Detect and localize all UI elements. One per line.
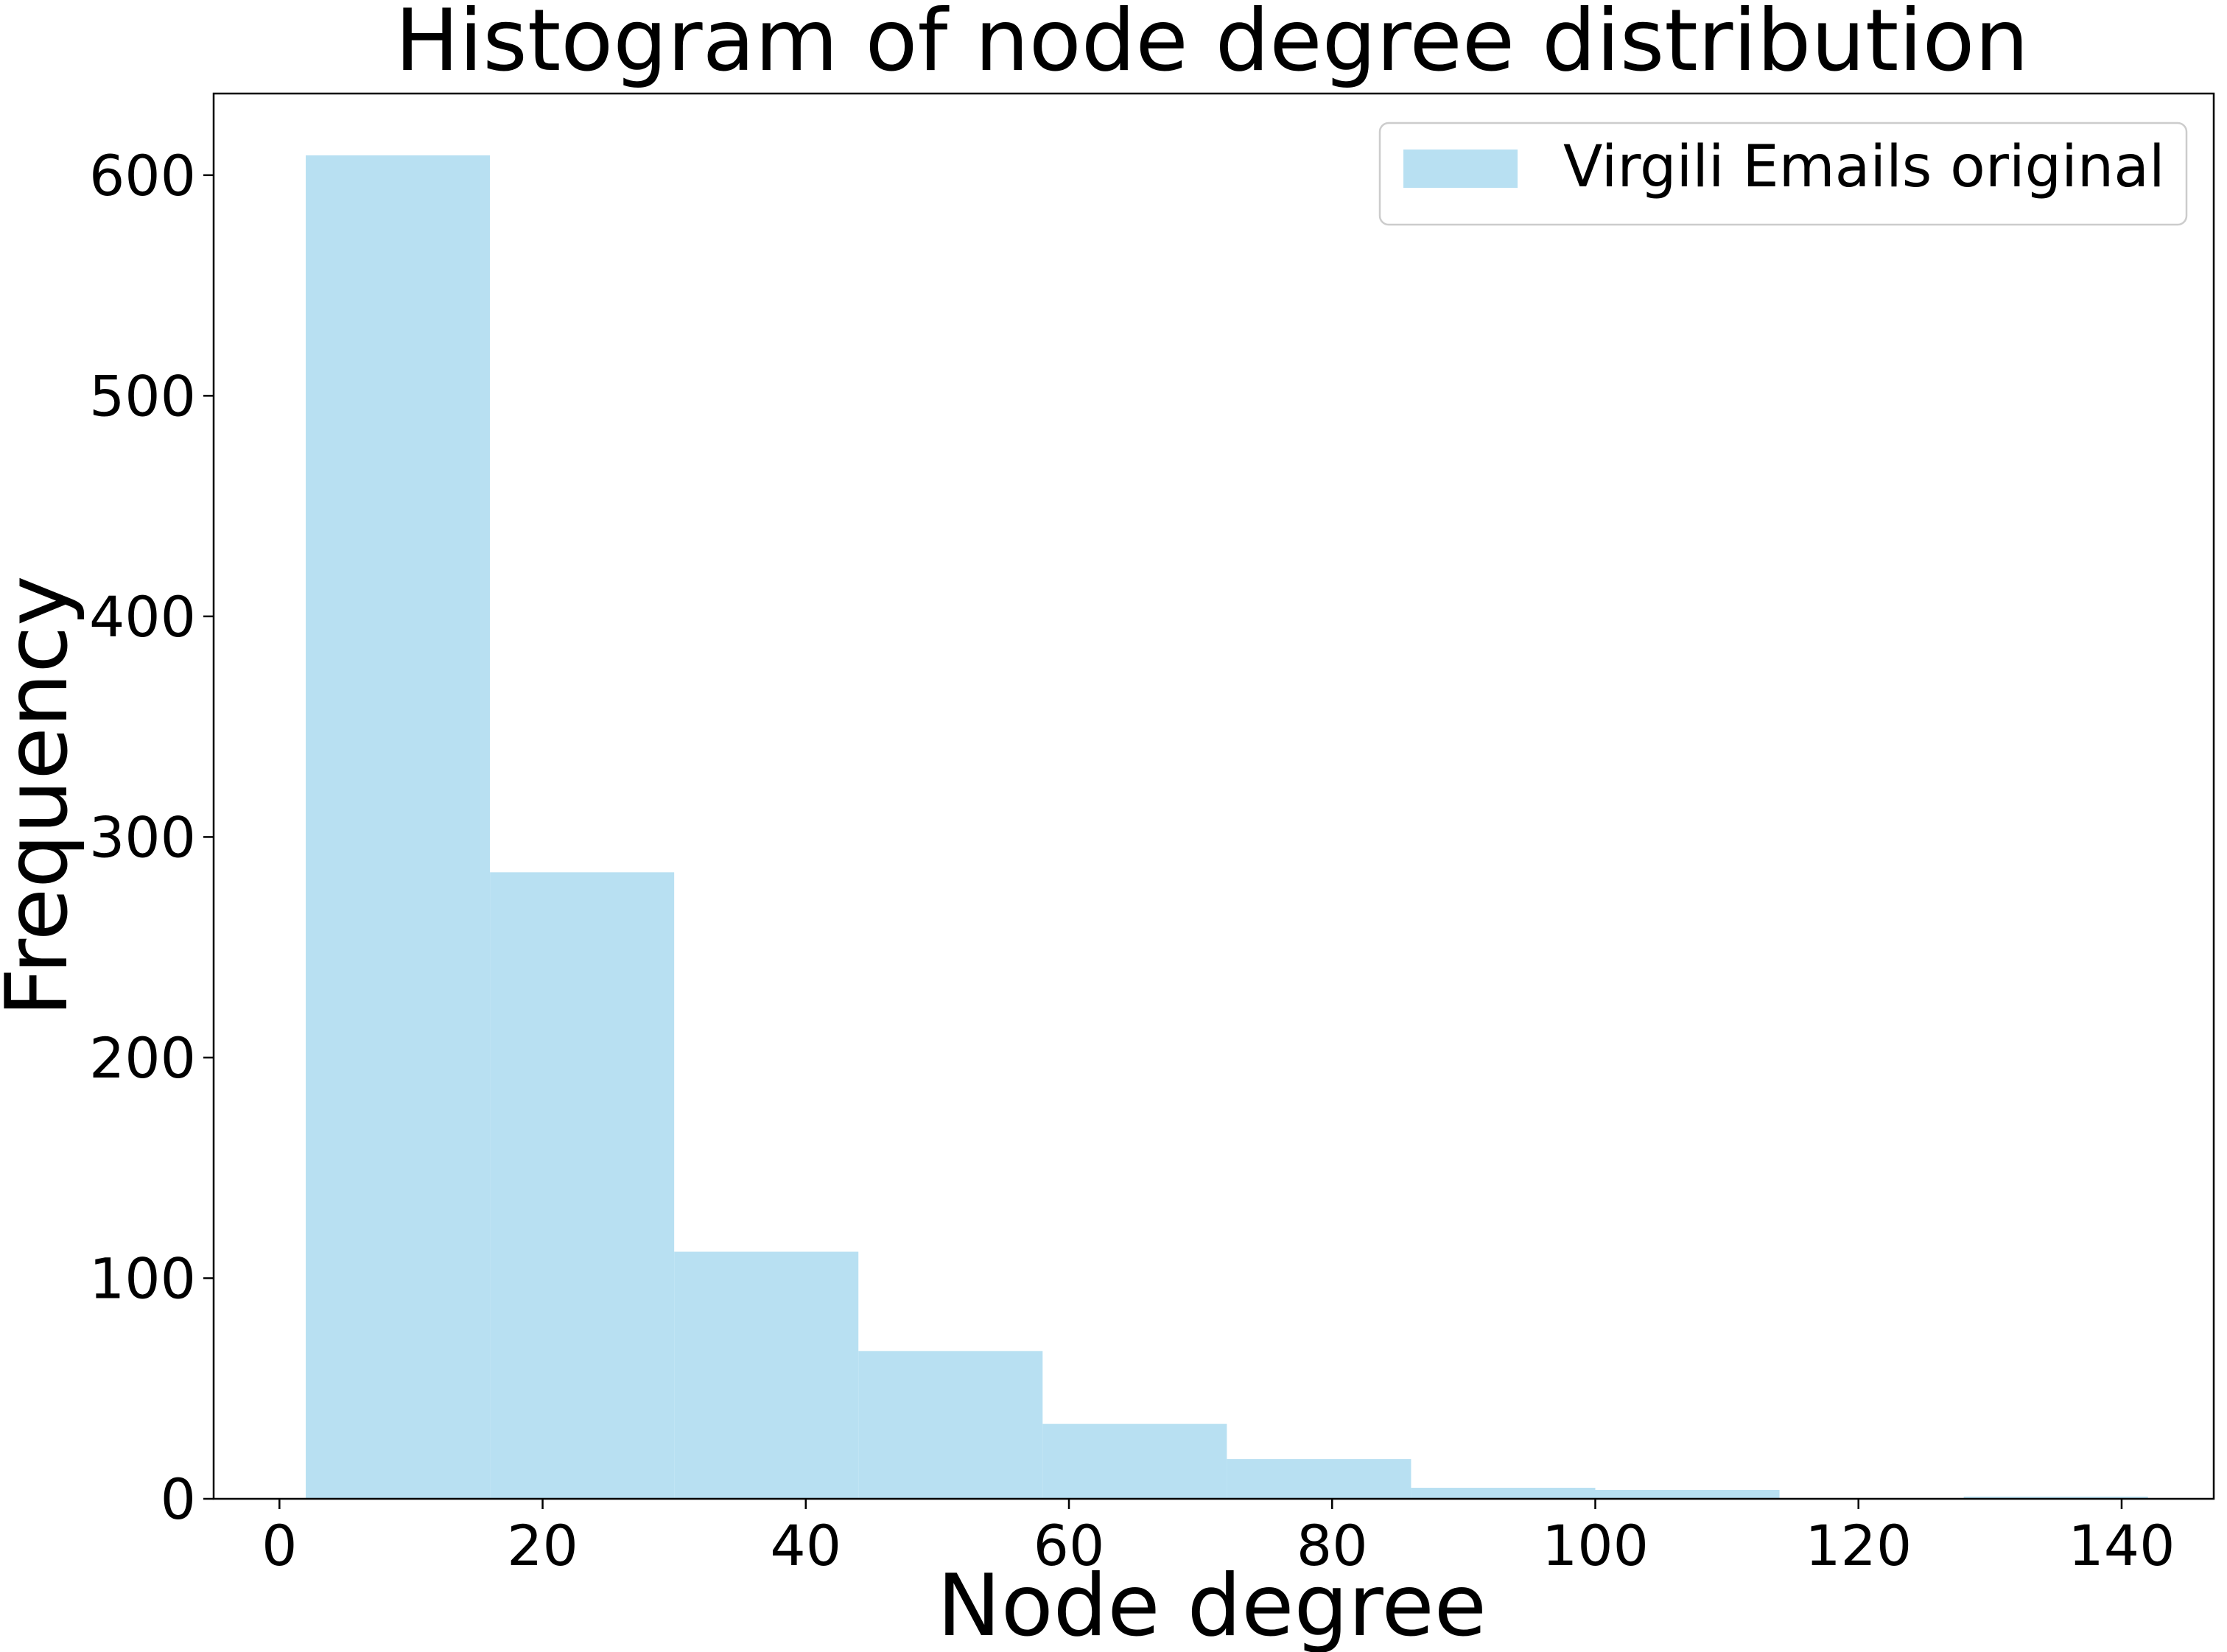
histogram-bar	[1595, 1490, 1780, 1499]
plot-frame	[212, 92, 2215, 1500]
histogram-bar	[490, 872, 675, 1499]
legend-swatch	[1403, 150, 1518, 188]
histogram-bar	[1963, 1497, 2148, 1499]
chart-title: Histogram of node degree distribution	[395, 0, 2029, 91]
x-tick-label: 60	[1034, 1513, 1105, 1578]
histogram-bar	[1227, 1459, 1411, 1499]
histogram-bar	[1042, 1424, 1227, 1499]
x-tick-label: 40	[770, 1513, 841, 1578]
x-tick-label: 100	[1542, 1513, 1649, 1578]
y-tick-label: 100	[89, 1245, 196, 1311]
y-tick-label: 600	[89, 143, 196, 208]
legend-label: Virgili Emails original	[1563, 134, 2165, 200]
x-tick-label: 80	[1297, 1513, 1368, 1578]
x-axis-ticks: 0 20 40 60 80 100 120 140	[262, 1499, 2175, 1578]
histogram-bar	[1411, 1488, 1596, 1499]
x-tick-label: 120	[1805, 1513, 1912, 1578]
bars-group	[306, 155, 2148, 1499]
y-axis-ticks: 0 100 200 300 400 500 600	[89, 143, 214, 1532]
histogram-bar	[858, 1351, 1043, 1499]
y-tick-label: 0	[161, 1466, 196, 1532]
y-tick-label: 200	[89, 1025, 196, 1091]
x-tick-label: 0	[262, 1513, 297, 1578]
y-tick-label: 400	[89, 584, 196, 650]
y-tick-label: 500	[89, 363, 196, 429]
legend-box	[1378, 122, 2188, 226]
y-axis-label: Frequency	[0, 575, 87, 1016]
y-tick-label: 300	[89, 804, 196, 870]
x-axis-label: Node degree	[937, 1556, 1487, 1652]
histogram-bar	[306, 155, 491, 1499]
x-tick-label: 20	[507, 1513, 578, 1578]
x-tick-label: 140	[2068, 1513, 2175, 1578]
histogram-bar	[674, 1251, 859, 1499]
legend: Virgili Emails original	[1378, 122, 2188, 226]
